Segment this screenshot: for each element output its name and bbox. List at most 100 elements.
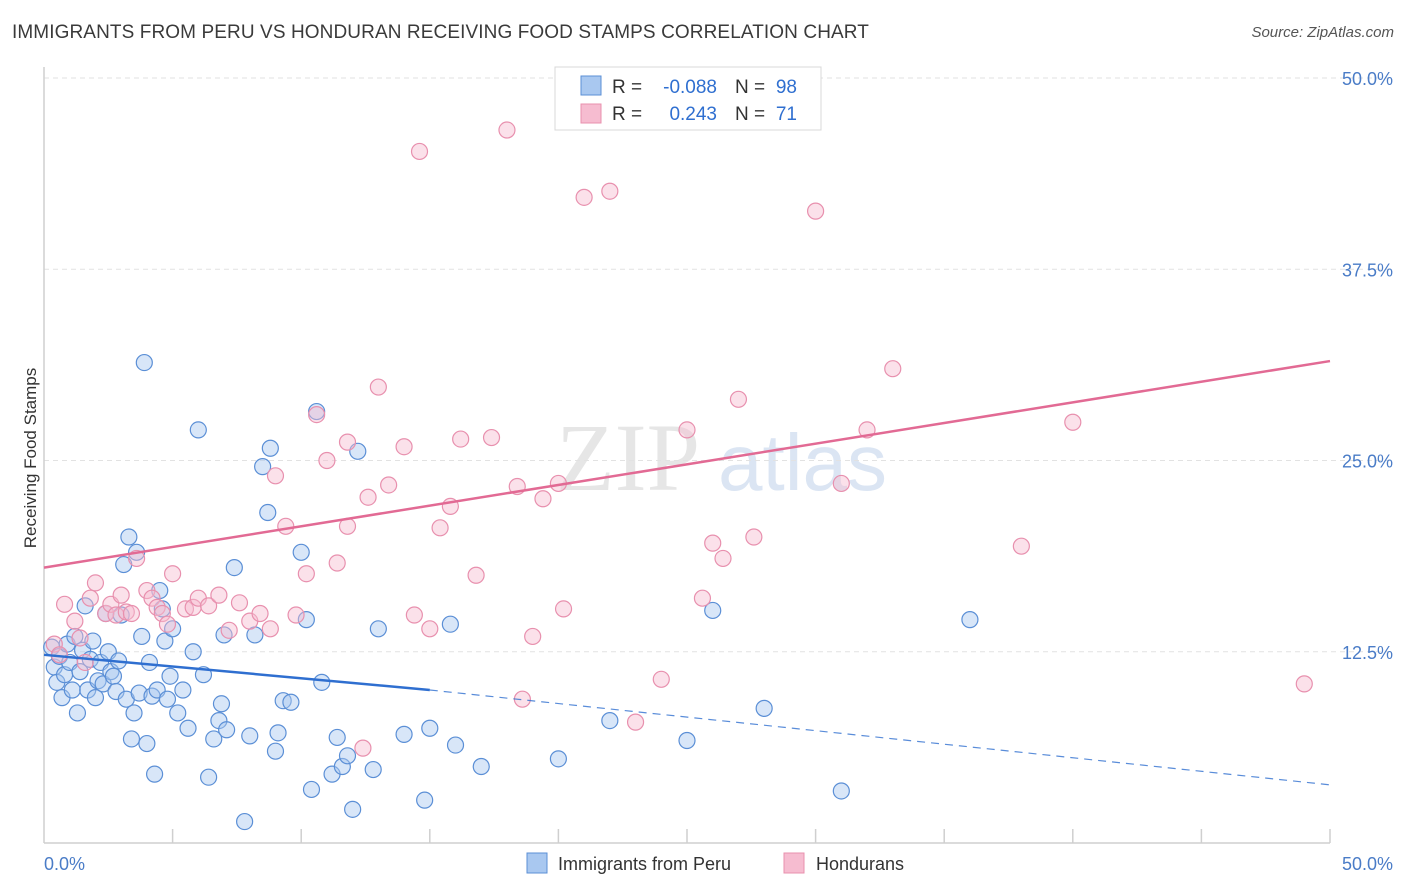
peru-point: [161, 667, 179, 685]
honduran-point: [806, 202, 825, 220]
peru-point: [338, 747, 357, 765]
peru-point: [218, 721, 236, 739]
peru-point: [269, 724, 287, 742]
peru-point: [961, 611, 979, 629]
peru-point: [164, 620, 182, 638]
peru-point: [205, 730, 223, 748]
honduran-point: [380, 476, 398, 494]
legend-n-label-honduran: N =: [735, 104, 765, 125]
peru-point: [292, 543, 310, 561]
peru-point: [169, 704, 187, 722]
peru-point: [441, 615, 459, 633]
honduran-point: [745, 528, 763, 546]
peru-point: [678, 731, 696, 750]
correlation-legend: R = -0.088 N = 98 R = 0.243 N = 71: [554, 66, 822, 131]
series-label-honduran: Hondurans: [816, 854, 904, 874]
peru-point: [302, 780, 321, 799]
legend-swatch-peru: [580, 75, 602, 96]
honduran-point: [297, 565, 315, 583]
peru-point: [200, 768, 218, 786]
honduran-points: [45, 121, 1313, 757]
honduran-point: [1064, 413, 1082, 431]
legend-n-value-peru: 98: [776, 77, 797, 98]
peru-point: [179, 719, 197, 737]
peru-point: [282, 693, 300, 711]
honduran-point: [81, 589, 99, 607]
honduran-point: [534, 490, 552, 508]
honduran-point: [452, 430, 470, 448]
y-tick-label: 50.0%: [1342, 69, 1393, 89]
peru-point: [297, 611, 315, 629]
trend-lines: [43, 359, 1331, 786]
peru-point: [328, 728, 346, 747]
peru-point: [259, 503, 277, 522]
watermark-atlas: atlas: [718, 418, 887, 507]
honduran-point: [338, 433, 357, 451]
peru-point: [472, 757, 490, 776]
honduran-point: [1295, 675, 1313, 693]
honduran-point: [678, 421, 696, 439]
honduran-point: [431, 519, 449, 537]
peru-point: [122, 730, 141, 748]
peru-point: [189, 421, 207, 439]
peru-point: [104, 667, 123, 685]
honduran-point: [143, 589, 161, 607]
legend-r-value-peru: -0.088: [663, 77, 717, 98]
peru-point: [125, 704, 143, 722]
honduran-trend-line: [43, 359, 1331, 569]
y-axis-title: Receiving Food Stamps: [21, 368, 40, 548]
peru-point: [145, 765, 164, 783]
peru-point: [225, 558, 243, 577]
peru-point: [421, 719, 439, 737]
honduran-point: [261, 620, 279, 638]
peru-point: [174, 681, 192, 699]
watermark-zip: ZIP: [556, 404, 700, 511]
peru-point: [549, 750, 568, 768]
honduran-point: [405, 606, 423, 624]
peru-point: [138, 734, 156, 753]
peru-point: [63, 681, 81, 699]
x-tick-label-min: 0.0%: [44, 854, 85, 874]
peru-point: [601, 711, 619, 730]
honduran-point: [498, 121, 516, 139]
peru-point: [120, 528, 138, 546]
honduran-point: [266, 467, 285, 485]
peru-point: [158, 690, 177, 708]
chart-title: IMMIGRANTS FROM PERU VS HONDURAN RECEIVI…: [12, 22, 869, 43]
honduran-point: [220, 621, 238, 639]
peru-point: [89, 672, 107, 690]
honduran-point: [1012, 537, 1030, 555]
honduran-point: [328, 554, 346, 572]
honduran-point: [55, 595, 74, 613]
honduran-point: [729, 390, 748, 408]
peru-trend-line: [43, 653, 430, 692]
honduran-point: [467, 566, 485, 584]
legend-r-label-peru: R =: [612, 77, 642, 98]
honduran-point: [524, 627, 542, 646]
peru-point: [135, 353, 153, 372]
y-tick-labels: 12.5% 25.0% 37.5% 50.0%: [1342, 69, 1393, 663]
x-tick-label-max: 50.0%: [1342, 854, 1393, 874]
x-ticks: [171, 829, 1331, 843]
peru-point: [84, 632, 102, 650]
peru-point: [236, 812, 254, 831]
peru-point: [266, 742, 285, 760]
source-credit: Source: ZipAtlas.com: [1251, 24, 1394, 41]
peru-point: [68, 704, 87, 722]
y-tick-label: 37.5%: [1342, 260, 1393, 280]
peru-point: [261, 439, 279, 457]
honduran-point: [158, 615, 177, 633]
honduran-point: [832, 474, 850, 493]
peru-point: [313, 673, 331, 691]
peru-point: [140, 653, 159, 672]
honduran-point: [693, 589, 712, 607]
honduran-point: [210, 586, 228, 604]
honduran-point: [626, 713, 645, 731]
honduran-point: [395, 438, 413, 456]
peru-point: [364, 760, 382, 779]
peru-point: [254, 458, 272, 476]
honduran-point: [164, 565, 182, 583]
legend-r-label-honduran: R =: [612, 104, 642, 125]
honduran-point: [318, 451, 336, 470]
